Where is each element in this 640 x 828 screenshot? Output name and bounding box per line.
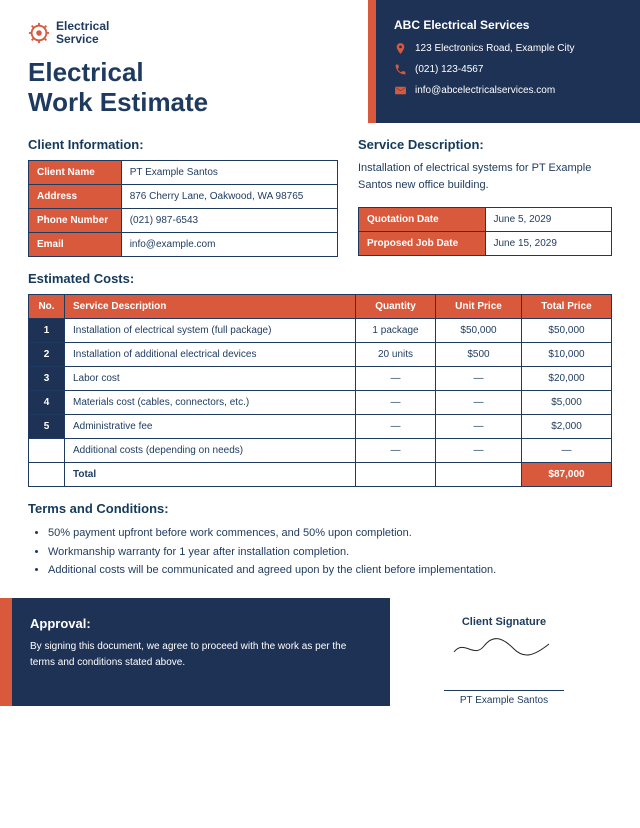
logo: ElectricalService bbox=[28, 20, 368, 46]
client-info-heading: Client Information: bbox=[28, 137, 338, 152]
signature-scribble bbox=[390, 634, 618, 660]
table-row: 3Labor cost——$20,000 bbox=[29, 367, 612, 391]
service-heading: Service Description: bbox=[358, 137, 612, 152]
client-info-table: Client NamePT Example Santos Address876 … bbox=[28, 160, 338, 257]
approval-panel: Approval: By signing this document, we a… bbox=[0, 598, 390, 706]
brand-line1: Electrical bbox=[56, 19, 109, 33]
list-item: 50% payment upfront before work commence… bbox=[48, 524, 612, 543]
costs-heading: Estimated Costs: bbox=[28, 271, 612, 286]
dates-table: Quotation DateJune 5, 2029 Proposed Job … bbox=[358, 207, 612, 256]
table-row: 5Administrative fee——$2,000 bbox=[29, 415, 612, 439]
table-row: 2Installation of additional electrical d… bbox=[29, 343, 612, 367]
location-icon bbox=[394, 42, 407, 55]
approval-text: By signing this document, we agree to pr… bbox=[30, 639, 372, 671]
table-row: Additional costs (depending on needs)——— bbox=[29, 439, 612, 463]
company-address: 123 Electronics Road, Example City bbox=[415, 43, 575, 54]
company-name: ABC Electrical Services bbox=[394, 18, 622, 32]
phone-icon bbox=[394, 63, 407, 76]
terms-list: 50% payment upfront before work commence… bbox=[28, 524, 612, 580]
company-panel: ABC Electrical Services 123 Electronics … bbox=[368, 0, 640, 123]
list-item: Additional costs will be communicated an… bbox=[48, 561, 612, 580]
terms-heading: Terms and Conditions: bbox=[28, 501, 612, 516]
company-email: info@abcelectricalservices.com bbox=[415, 85, 555, 96]
gear-icon bbox=[28, 22, 50, 44]
company-phone: (021) 123-4567 bbox=[415, 64, 483, 75]
list-item: Workmanship warranty for 1 year after in… bbox=[48, 543, 612, 562]
page-title: ElectricalWork Estimate bbox=[28, 58, 368, 118]
service-description: Installation of electrical systems for P… bbox=[358, 160, 612, 193]
signature-name: PT Example Santos bbox=[390, 695, 618, 706]
costs-table: No. Service Description Quantity Unit Pr… bbox=[28, 294, 612, 487]
table-row: 1Installation of electrical system (full… bbox=[29, 319, 612, 343]
brand-line2: Service bbox=[56, 32, 99, 46]
mail-icon bbox=[394, 84, 407, 97]
approval-heading: Approval: bbox=[30, 616, 372, 631]
signature-label: Client Signature bbox=[390, 616, 618, 628]
table-row: 4Materials cost (cables, connectors, etc… bbox=[29, 391, 612, 415]
